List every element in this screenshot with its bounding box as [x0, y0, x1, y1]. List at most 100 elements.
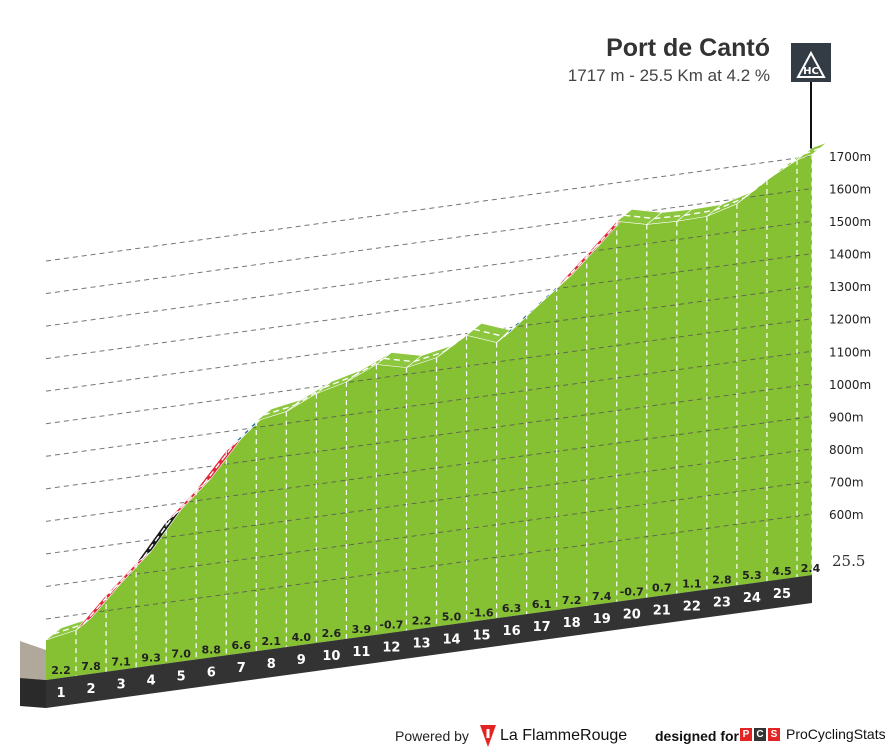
procyclingstats-text: ProCyclingStats: [786, 726, 885, 742]
road-centerline: [624, 214, 655, 220]
altitude-tick-label: 1600m: [829, 183, 871, 197]
gradient-label: 2.1: [262, 635, 282, 648]
climb-title: Port de Cantó: [606, 34, 770, 62]
gradient-label: 8.8: [201, 643, 221, 656]
road-centerline: [203, 444, 235, 485]
gradient-label: 7.8: [81, 660, 101, 673]
gradient-label: 2.6: [322, 627, 342, 640]
km-label: 6: [207, 665, 216, 680]
km-label: 18: [563, 616, 581, 631]
altitude-tick-label: 800m: [829, 443, 864, 457]
gradient-label: 0.7: [652, 582, 672, 595]
km-label: 16: [503, 624, 521, 639]
footer: Powered by La FlammeRouge designed for P…: [0, 722, 885, 750]
road-centerline: [263, 404, 295, 416]
km-label: 17: [533, 620, 551, 635]
road-centerline: [473, 328, 505, 338]
gradient-label: 2.2: [412, 615, 432, 628]
altitude-gridline: [45, 155, 813, 262]
mountain-icon: [796, 50, 826, 78]
altitude-tick-label: 600m: [829, 508, 864, 522]
road-centerline: [593, 214, 625, 250]
gradient-label: -0.7: [620, 586, 644, 599]
gradient-label: 2.4: [801, 562, 821, 575]
km-label: 3: [117, 678, 126, 693]
altitude-tick-label: 1200m: [829, 313, 871, 327]
road-centerline: [293, 387, 325, 407]
gradient-label: 7.2: [562, 594, 582, 607]
km-label: 14: [442, 632, 460, 647]
procyclingstats-logo[interactable]: P C S ProCyclingStats: [740, 726, 885, 742]
km-label: 8: [267, 657, 276, 672]
altitude-gridline: [45, 253, 813, 360]
km-label: 7: [237, 661, 246, 676]
road-centerline: [383, 357, 415, 363]
road-centerline: [83, 588, 115, 625]
powered-by-label: Powered by: [395, 728, 469, 744]
gradient-label: -1.6: [470, 606, 494, 619]
profile-left-base: [20, 678, 46, 708]
km-label: 13: [412, 637, 430, 652]
road-centerline: [113, 556, 145, 590]
km-label: 25: [773, 587, 791, 602]
km-strip: [46, 575, 812, 708]
road-centerline: [503, 307, 535, 337]
pcs-letter-s: S: [768, 727, 780, 741]
altitude-tick-label: 1500m: [829, 215, 871, 229]
gradient-label: 3.9: [352, 623, 372, 636]
altitude-tick-label: 1000m: [829, 378, 871, 392]
gradient-label: 7.0: [171, 647, 191, 660]
km-label: 15: [473, 628, 491, 643]
altitude-gridline: [45, 350, 813, 457]
gradient-label: 1.1: [682, 577, 702, 590]
altitude-gridline: [45, 448, 813, 555]
altitude-gridline: [45, 188, 813, 295]
road-centerline: [804, 147, 820, 155]
altitude-gridline: [45, 383, 813, 490]
altitude-tick-label: 1100m: [829, 345, 871, 359]
road-centerline: [774, 153, 805, 175]
km-label: 4: [147, 674, 156, 689]
road-centerline: [684, 209, 715, 217]
category-badge: [791, 43, 831, 82]
km-label: 9: [297, 653, 306, 668]
km-label: 5: [177, 669, 186, 684]
km-label: 24: [743, 591, 761, 606]
km-label: 2: [87, 682, 96, 697]
km-label: 19: [593, 612, 611, 627]
elevation-profile-chart: 2.2 7.8 7.1 9.3 7.0 8.8 6.6 2.1 4.0 2.6 3.9 -0.7 2.2…: [20, 43, 871, 708]
profile-front-face: [46, 154, 812, 680]
altitude-gridline: [45, 415, 813, 522]
gradient-label: 2.8: [712, 573, 732, 586]
km-label: 23: [713, 595, 731, 610]
altitude-tick-label: 1400m: [829, 248, 871, 262]
road-centerline: [563, 248, 595, 282]
road-centerline: [654, 214, 685, 220]
altitude-tick-label: 1300m: [829, 280, 871, 294]
pcs-letter-c: C: [754, 727, 766, 741]
pcs-letter-p: P: [740, 727, 752, 741]
la-flamme-rouge-logo[interactable]: La FlammeRouge: [480, 724, 627, 748]
road-centerline: [323, 375, 355, 389]
gradient-label: 5.3: [742, 569, 762, 582]
km-label: 22: [683, 599, 701, 614]
road-centerline: [353, 357, 385, 377]
gradient-label: 2.2: [51, 664, 71, 677]
gradient-label: -0.7: [379, 619, 403, 632]
km-label: 1: [56, 686, 65, 701]
road-centerline: [53, 623, 84, 635]
road-centerline: [533, 280, 565, 309]
gradient-label: 7.4: [592, 590, 612, 603]
climb-summary: 1717 m - 25.5 Km at 4.2 %: [567, 66, 770, 85]
gradient-label: 6.6: [232, 639, 252, 652]
altitude-gridline: [45, 285, 813, 392]
km-label: 12: [382, 641, 400, 656]
gradient-segment-26: [796, 142, 828, 161]
altitude-gridline: [45, 480, 813, 587]
km-label: 20: [623, 608, 641, 623]
gradient-label: 5.0: [442, 610, 462, 623]
category-label: HC: [803, 66, 819, 77]
road-centerline: [413, 351, 445, 363]
road-centerline: [173, 483, 205, 517]
road-centerline: [143, 515, 175, 558]
